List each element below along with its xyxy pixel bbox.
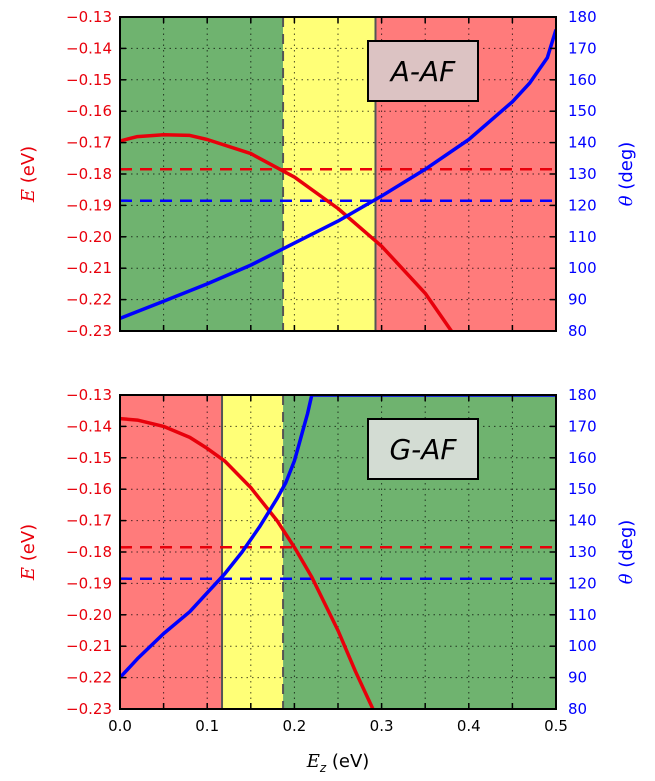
left-tick-label: −0.22: [66, 291, 112, 309]
right-tick-label: 80: [568, 700, 587, 718]
left-tick-label: −0.16: [66, 102, 112, 120]
left-tick-label: −0.19: [66, 574, 112, 592]
right-tick-label: 120: [568, 574, 597, 592]
left-tick-label: −0.17: [66, 512, 112, 530]
x-tick-label: 0.5: [544, 717, 568, 735]
right-tick-label: 180: [568, 386, 597, 404]
x-tick-label: 0.0: [108, 717, 132, 735]
left-tick-label: −0.18: [66, 165, 112, 183]
left-tick-label: −0.20: [66, 228, 112, 246]
y-axis-label-left: E (eV): [18, 146, 39, 203]
right-tick-label: 180: [568, 8, 597, 26]
right-tick-label: 90: [568, 291, 587, 309]
right-tick-label: 100: [568, 637, 597, 655]
right-tick-label: 170: [568, 39, 597, 57]
panel-label-box: [367, 418, 479, 480]
left-tick-label: −0.15: [66, 449, 112, 467]
left-tick-label: −0.20: [66, 606, 112, 624]
y-axis-label-right: θ (deg): [616, 142, 637, 207]
x-tick-label: 0.2: [282, 717, 306, 735]
energy-curve: [120, 416, 375, 709]
right-tick-label: 160: [568, 71, 597, 89]
panel-label-box: [367, 40, 479, 102]
left-tick-label: −0.21: [66, 259, 112, 277]
energy-curve: [120, 133, 453, 331]
right-tick-label: 150: [568, 102, 597, 120]
left-tick-label: −0.14: [66, 417, 112, 435]
right-tick-label: 140: [568, 512, 597, 530]
left-tick-label: −0.21: [66, 637, 112, 655]
angle-curve: [120, 395, 556, 679]
right-tick-label: 100: [568, 259, 597, 277]
right-tick-label: 150: [568, 480, 597, 498]
y-axis-label-left: E (eV): [18, 524, 39, 581]
x-tick-label: 0.4: [457, 717, 481, 735]
left-tick-label: −0.14: [66, 39, 112, 57]
right-tick-label: 160: [568, 449, 597, 467]
left-tick-label: −0.13: [66, 386, 112, 404]
left-tick-label: −0.13: [66, 8, 112, 26]
right-tick-label: 170: [568, 417, 597, 435]
left-tick-label: −0.22: [66, 669, 112, 687]
x-tick-label: 0.3: [370, 717, 394, 735]
panel-label: G-AF: [389, 433, 457, 466]
panel-1: −0.13 −0.14 −0.15 −0.16 −0.17 −0.18 −0.19 −0.20…: [18, 8, 637, 340]
left-tick-label: −0.16: [66, 480, 112, 498]
panel-label: A-AF: [389, 55, 456, 88]
region-1: [120, 17, 284, 331]
left-tick-label: −0.17: [66, 134, 112, 152]
right-tick-label: 130: [568, 165, 597, 183]
right-tick-label: 120: [568, 196, 597, 214]
x-axis-label: Ez (eV): [306, 751, 370, 775]
y-axis-label-right: θ (deg): [616, 520, 637, 585]
right-tick-label: 110: [568, 228, 597, 246]
angle-curve: [120, 29, 556, 321]
right-tick-label: 90: [568, 669, 587, 687]
left-tick-label: −0.15: [66, 71, 112, 89]
right-tick-label: 140: [568, 134, 597, 152]
left-tick-label: −0.23: [66, 322, 112, 340]
right-tick-label: 130: [568, 543, 597, 561]
left-tick-label: −0.18: [66, 543, 112, 561]
x-tick-label: 0.1: [195, 717, 219, 735]
panel-2: −0.13 −0.14 −0.15 −0.16 −0.17 −0.18 −0.19 −0.20…: [18, 386, 637, 775]
left-tick-label: −0.19: [66, 196, 112, 214]
right-tick-label: 110: [568, 606, 597, 624]
right-tick-label: 80: [568, 322, 587, 340]
left-tick-label: −0.23: [66, 700, 112, 718]
